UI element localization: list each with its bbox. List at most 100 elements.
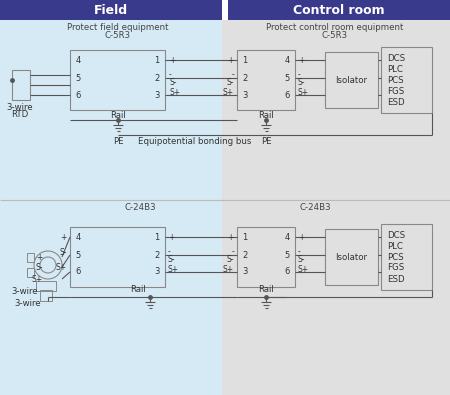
Text: 4: 4	[284, 56, 290, 64]
Text: FGS: FGS	[387, 263, 404, 273]
Text: S-: S-	[298, 254, 306, 263]
Text: 6: 6	[284, 90, 290, 100]
Text: -: -	[231, 248, 234, 256]
Text: Protect control room equipment: Protect control room equipment	[266, 23, 404, 32]
Text: Rail: Rail	[130, 286, 146, 295]
Text: S-: S-	[226, 77, 234, 87]
Text: S+: S+	[56, 263, 67, 271]
Text: S-: S-	[169, 77, 176, 87]
Text: C-24B3: C-24B3	[299, 203, 331, 211]
Bar	[228, 0, 450, 20]
Text: 3: 3	[242, 267, 248, 276]
Text: 5: 5	[76, 250, 81, 260]
Text: Control room: Control room	[293, 4, 385, 17]
Text: S+: S+	[223, 88, 234, 96]
Text: -: -	[298, 248, 301, 256]
Text: PLC: PLC	[387, 64, 403, 73]
Bar	[0, 20, 222, 200]
Bar	[27, 253, 34, 262]
Text: PCS: PCS	[387, 252, 404, 261]
Text: +: +	[298, 233, 304, 241]
Bar	[325, 229, 378, 285]
Text: PLC: PLC	[387, 241, 403, 250]
Text: S+: S+	[298, 88, 309, 96]
Text: 1: 1	[154, 233, 160, 241]
Text: S+: S+	[32, 275, 43, 284]
Text: +: +	[169, 56, 176, 64]
Bar	[0, 200, 222, 395]
Text: 1: 1	[243, 233, 248, 241]
Text: +: +	[61, 233, 67, 241]
Text: -: -	[231, 70, 234, 79]
Bar	[222, 20, 450, 200]
Text: S-: S-	[59, 248, 67, 256]
Bar	[36, 281, 56, 291]
Bar	[222, 200, 450, 395]
Text: 3: 3	[154, 267, 160, 276]
Text: 2: 2	[243, 73, 248, 83]
Text: ESD: ESD	[387, 98, 405, 107]
Text: Field: Field	[94, 4, 128, 17]
Text: 6: 6	[284, 267, 290, 276]
Text: Rail: Rail	[258, 111, 274, 120]
Text: 4: 4	[76, 56, 81, 64]
Text: S+: S+	[169, 88, 180, 96]
Bar	[0, 0, 222, 20]
Text: ESD: ESD	[387, 275, 405, 284]
Bar	[12, 70, 30, 100]
Text: 4: 4	[284, 233, 290, 241]
Text: S+: S+	[168, 265, 179, 273]
Text: Rail: Rail	[258, 286, 274, 295]
Text: 2: 2	[154, 73, 160, 83]
Bar	[40, 290, 52, 301]
Bar	[381, 224, 432, 290]
Text: 6: 6	[75, 267, 81, 276]
Text: FGS: FGS	[387, 87, 404, 96]
Bar	[381, 47, 432, 113]
Text: PE: PE	[261, 137, 271, 145]
Text: 5: 5	[284, 250, 290, 260]
Text: Rail: Rail	[110, 111, 126, 120]
Text: +: +	[36, 252, 43, 261]
Text: Protect field equipment: Protect field equipment	[67, 23, 169, 32]
Text: 3-wire: 3-wire	[12, 288, 38, 297]
Text: +: +	[168, 233, 175, 241]
Text: DCS: DCS	[387, 53, 405, 62]
Bar	[27, 268, 34, 277]
Text: +: +	[298, 56, 304, 64]
Text: C-24B3: C-24B3	[124, 203, 156, 211]
Text: -: -	[168, 248, 171, 256]
Bar	[222, 0, 228, 20]
Text: DCS: DCS	[387, 231, 405, 239]
Text: S-: S-	[226, 254, 234, 263]
Text: -: -	[169, 70, 172, 79]
Text: 1: 1	[154, 56, 160, 64]
Text: 3-wire: 3-wire	[15, 299, 41, 307]
Text: C-5R3: C-5R3	[322, 30, 348, 40]
Text: Isolator: Isolator	[336, 75, 368, 85]
Text: S-: S-	[36, 263, 43, 271]
Text: Isolator: Isolator	[336, 252, 368, 261]
Text: 4: 4	[76, 233, 81, 241]
Text: Equipotential bonding bus: Equipotential bonding bus	[138, 137, 252, 145]
Text: S+: S+	[223, 265, 234, 273]
Text: PCS: PCS	[387, 75, 404, 85]
Text: +: +	[228, 233, 234, 241]
Bar	[70, 227, 165, 287]
Text: S-: S-	[168, 254, 176, 263]
Text: PE: PE	[112, 137, 123, 145]
Text: 3-wire: 3-wire	[7, 102, 33, 111]
Bar	[325, 52, 378, 108]
Text: 6: 6	[75, 90, 81, 100]
Text: +: +	[228, 56, 234, 64]
Bar	[237, 227, 295, 287]
Text: 2: 2	[243, 250, 248, 260]
Bar	[70, 50, 165, 110]
Text: -: -	[298, 70, 301, 79]
Text: 1: 1	[243, 56, 248, 64]
Text: 2: 2	[154, 250, 160, 260]
Bar	[237, 50, 295, 110]
Text: 3: 3	[242, 90, 248, 100]
Text: 3: 3	[154, 90, 160, 100]
Text: C-5R3: C-5R3	[105, 30, 131, 40]
